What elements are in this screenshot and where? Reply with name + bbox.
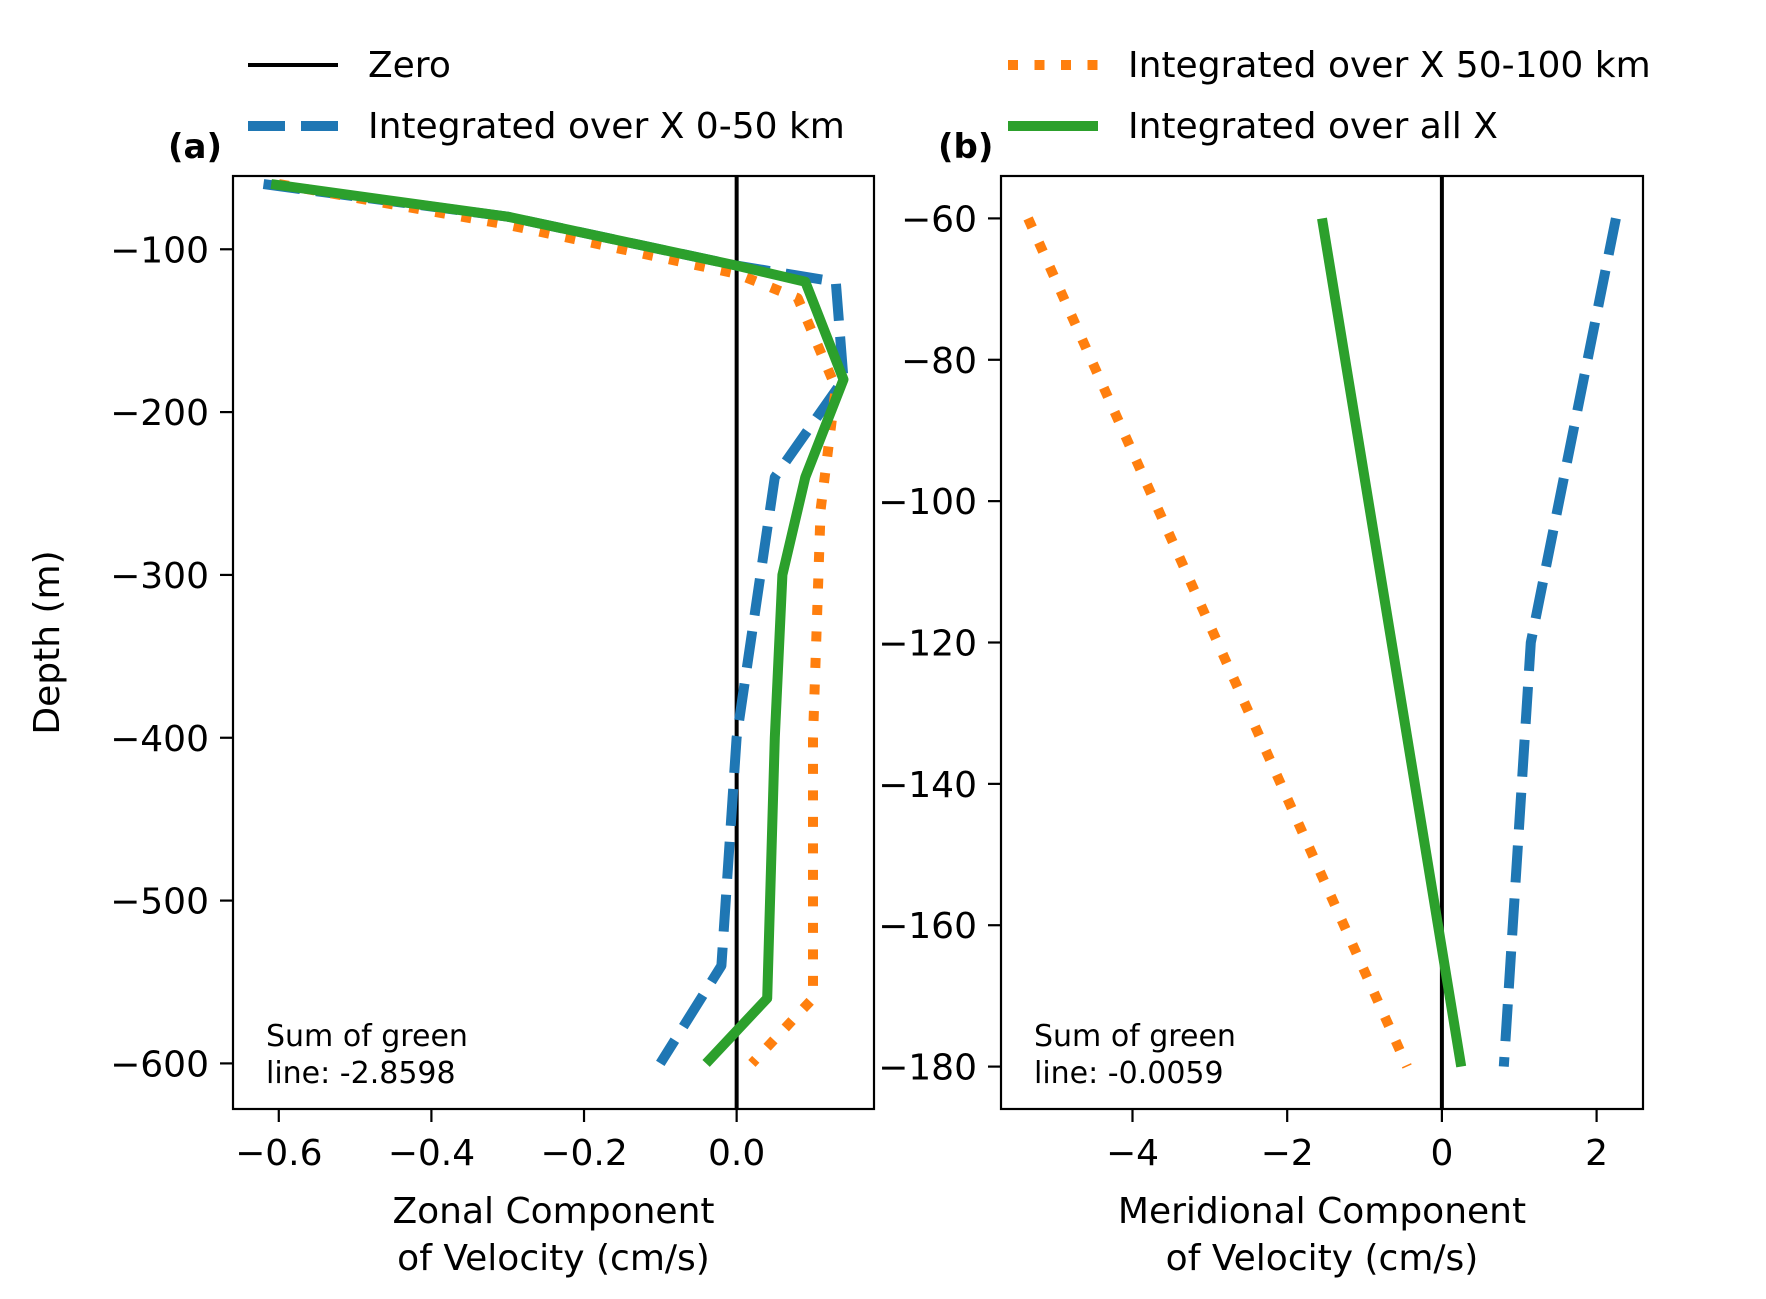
series-line-dashed-0	[262, 179, 849, 1067]
y-tick-label: −60	[901, 199, 977, 240]
y-tick-label: −600	[110, 1044, 209, 1085]
legend: Zero Integrated over X 0-50 km Integrate…	[248, 45, 1651, 147]
annotation-line-1: Sum of green	[1034, 1019, 1236, 1054]
series-line-dashed-0	[1498, 217, 1621, 1067]
series-line-dotted-1	[1023, 216, 1412, 1069]
y-tick-label: −300	[110, 556, 209, 597]
x-tick-label: 0.0	[708, 1133, 765, 1174]
x-tick-label: −2	[1261, 1133, 1314, 1174]
legend-entry-50-100: Integrated over X 50-100 km	[1008, 45, 1651, 86]
legend-entry-0-50: Integrated over X 0-50 km	[248, 106, 845, 147]
y-axis-label: Depth (m)	[27, 550, 68, 734]
plot-frame	[231, 174, 876, 1111]
y-tick-label: −80	[901, 341, 977, 382]
y-tick-label: −140	[878, 765, 977, 806]
legend-label-all: Integrated over all X	[1128, 106, 1498, 147]
panel-b: −4 −2 0 2 −60 −80 −100 −120 −140 −160 −180 Meridion…	[878, 127, 1645, 1279]
y-tick-label: −180	[878, 1048, 977, 1089]
x-axis-label-line-1: Meridional Component	[1118, 1191, 1526, 1232]
x-tick-label: −0.6	[235, 1133, 322, 1174]
panel-a: −0.6 −0.4 −0.2 0.0 −100 −200 −300 −400 −500 −600 Z…	[27, 127, 876, 1279]
x-tick-label: 2	[1585, 1133, 1608, 1174]
panel-label: (a)	[168, 127, 222, 167]
x-tick-label: −0.2	[540, 1133, 627, 1174]
annotation-line-1: Sum of green	[266, 1019, 468, 1054]
legend-label-0-50: Integrated over X 0-50 km	[368, 106, 845, 147]
series-line-dotted-1	[277, 179, 841, 1067]
series-line-solid-2	[270, 179, 849, 1067]
x-axis-label-line-2: of Velocity (cm/s)	[1166, 1238, 1479, 1279]
legend-label-50-100: Integrated over X 50-100 km	[1128, 45, 1651, 86]
x-axis-label-line-1: Zonal Component	[392, 1191, 714, 1232]
x-tick-label: 0	[1430, 1133, 1453, 1174]
legend-entry-all: Integrated over all X	[1008, 106, 1498, 147]
x-tick-label: −0.4	[388, 1133, 475, 1174]
x-tick-label: −4	[1106, 1133, 1159, 1174]
y-tick-label: −500	[110, 882, 209, 923]
y-tick-label: −100	[110, 230, 209, 271]
x-axis-label-line-2: of Velocity (cm/s)	[397, 1238, 710, 1279]
annotation-line-2: line: -0.0059	[1034, 1056, 1224, 1091]
legend-entry-zero: Zero	[248, 45, 451, 86]
plot-frame	[999, 174, 1645, 1111]
series-line-solid-2	[1317, 217, 1467, 1068]
y-tick-label: −200	[110, 393, 209, 434]
annotation-line-2: line: -2.8598	[266, 1056, 456, 1091]
y-tick-label: −400	[110, 719, 209, 760]
y-tick-label: −120	[878, 624, 977, 665]
y-tick-label: −160	[878, 906, 977, 947]
y-tick-label: −100	[878, 482, 977, 523]
panel-label: (b)	[938, 127, 993, 167]
legend-label-zero: Zero	[368, 45, 451, 86]
